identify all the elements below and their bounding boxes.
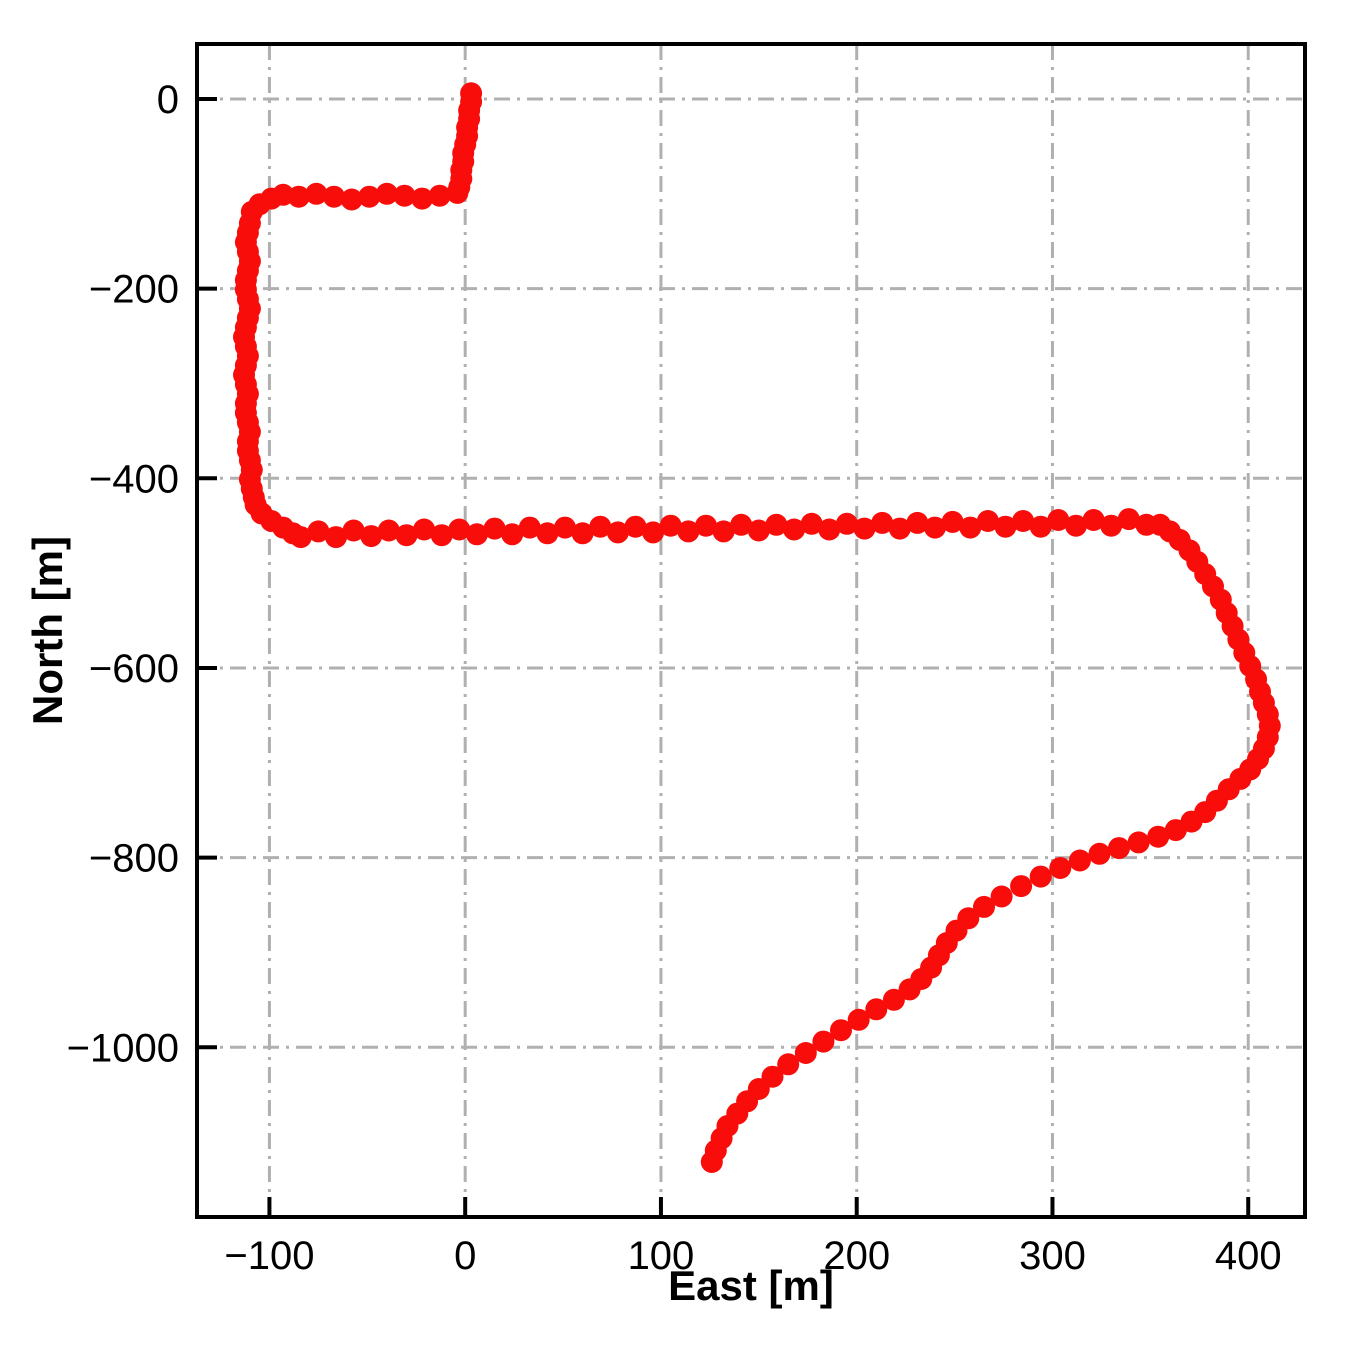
trajectory-point [518, 516, 541, 539]
trajectory-point [465, 523, 488, 546]
trajectory-point [307, 520, 330, 543]
trajectory-point [800, 512, 823, 535]
trajectory-point [794, 1042, 817, 1064]
trajectory-point [871, 511, 894, 534]
trajectory-point [642, 521, 665, 544]
trajectory-point [375, 182, 398, 205]
trajectory-point [1100, 514, 1123, 537]
trajectory-point [325, 526, 347, 549]
trajectory-point [1082, 509, 1105, 531]
y-tick-label: 0 [157, 78, 179, 122]
trajectory-point [606, 521, 629, 544]
trajectory-point [853, 517, 876, 540]
x-tick-label: 200 [823, 1234, 890, 1278]
trajectory-point [1088, 842, 1111, 865]
y-tick-label: −600 [89, 647, 179, 691]
trajectory-point [1117, 508, 1140, 531]
trajectory-point [1147, 825, 1170, 848]
trajectory-point [976, 510, 999, 532]
trajectory-point [501, 523, 524, 546]
trajectory-point [554, 516, 576, 539]
trajectory-point [1065, 514, 1087, 537]
x-tick-label: −100 [224, 1234, 314, 1278]
data-points [233, 82, 1281, 1173]
x-tick-label: 300 [1019, 1234, 1086, 1278]
trajectory-point [659, 514, 682, 537]
x-tick-label: 400 [1215, 1234, 1282, 1278]
trajectory-point [1127, 831, 1150, 854]
trajectory-point [483, 517, 506, 540]
trajectory-point [783, 518, 806, 541]
trajectory-point [1068, 849, 1091, 872]
trajectory-point [888, 517, 911, 540]
trajectory-point [747, 519, 770, 542]
trajectory-point [1049, 857, 1072, 879]
trajectory-point [430, 524, 453, 547]
trajectory-point [624, 515, 647, 538]
y-axis-label: North [m] [24, 536, 71, 725]
trajectory-point [765, 513, 788, 536]
trajectory-point [342, 519, 365, 542]
trajectory-point [413, 518, 436, 541]
grid-lines [197, 44, 1305, 1217]
x-tick-label: 0 [454, 1234, 476, 1278]
trajectory-point [898, 978, 921, 1001]
trajectory-point [448, 518, 471, 541]
trajectory-point [536, 522, 559, 545]
trajectory-point [393, 184, 416, 207]
trajectory-point [428, 184, 451, 207]
trajectory-point [1012, 510, 1035, 532]
trajectory-point [865, 998, 888, 1021]
trajectory-point [835, 512, 858, 535]
trajectory-point [812, 1030, 835, 1053]
trajectory-point [695, 514, 717, 537]
x-tick-label: 100 [628, 1234, 695, 1278]
trajectory-point [1108, 837, 1130, 860]
y-tick-label: −800 [89, 837, 179, 881]
trajectory-point [882, 988, 905, 1011]
trajectory-point [1029, 515, 1052, 538]
trajectory-point [700, 1151, 723, 1173]
trajectory-point [395, 524, 418, 547]
trajectory-point [994, 515, 1017, 538]
trajectory-point [777, 1053, 800, 1076]
trajectory-point [377, 519, 400, 542]
axes-frame [195, 42, 1307, 1219]
trajectory-point [973, 895, 995, 918]
trajectory-point [830, 1019, 852, 1042]
y-tick-label: −400 [89, 457, 179, 501]
trajectory-point [571, 522, 594, 545]
trajectory-point [959, 516, 982, 539]
trajectory-point [924, 516, 946, 539]
trajectory-point [847, 1008, 870, 1031]
x-axis-label: East [m] [668, 1262, 834, 1309]
trajectory-point [340, 188, 363, 211]
trajectory-point [289, 526, 312, 549]
trajectory-point [1010, 875, 1033, 898]
trajectory-point [446, 181, 469, 204]
plot-frame [195, 42, 1307, 1219]
y-tick-label: −1000 [67, 1026, 179, 1070]
trajectory-point [1047, 509, 1070, 531]
tick-marks [197, 96, 1251, 1217]
trajectory-point [1029, 865, 1052, 888]
trajectory-point [906, 511, 929, 534]
trajectory-point [358, 185, 381, 208]
trajectory-point [990, 885, 1013, 908]
y-tick-label: −200 [89, 268, 179, 312]
trajectory-point [305, 182, 328, 205]
trajectory-point [323, 185, 345, 208]
trajectory-point [818, 518, 841, 541]
trajectory-point [411, 187, 434, 210]
trajectory-point [589, 515, 612, 538]
trajectory-point [730, 513, 753, 536]
trajectory-point [941, 510, 964, 533]
trajectory-point [1164, 819, 1187, 842]
trajectory-point [360, 525, 383, 548]
trajectory-point [712, 520, 735, 543]
trajectory-point [677, 520, 700, 543]
